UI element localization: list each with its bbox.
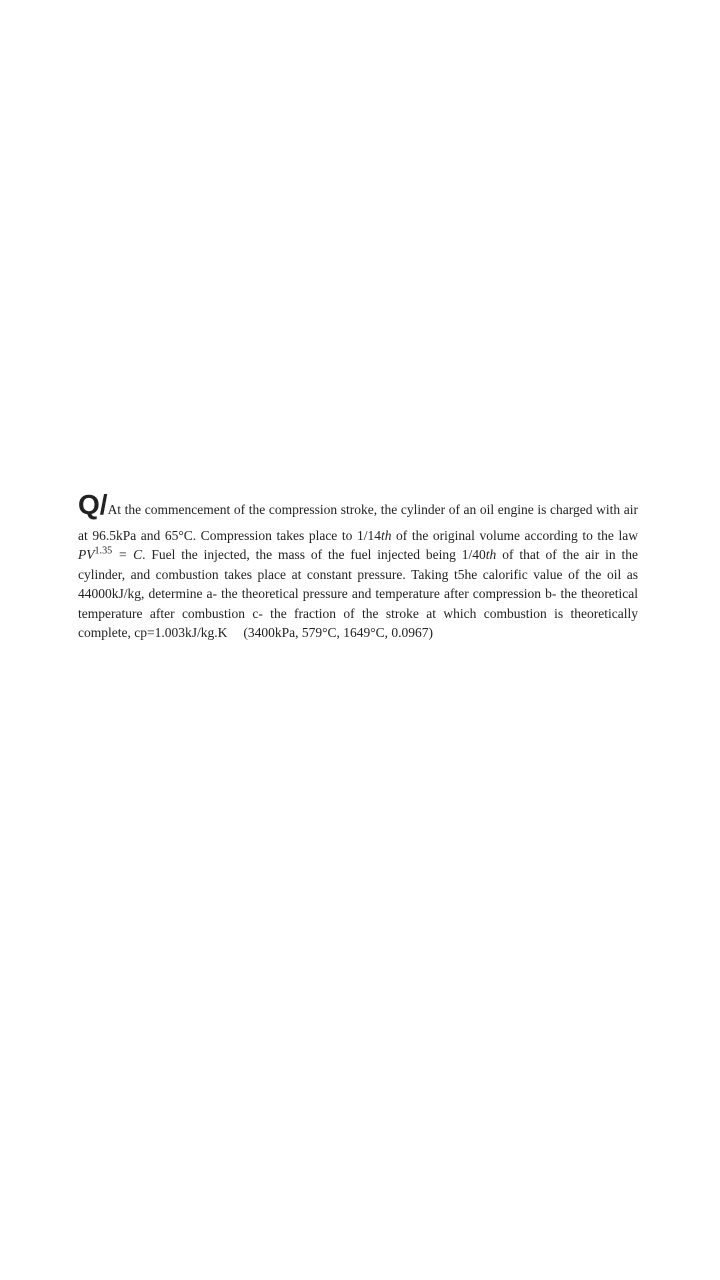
formula-pv: PV (78, 547, 95, 562)
question-label: Q/ (78, 489, 108, 520)
question-text-3: . Fuel the injected, the mass of the fue… (142, 547, 486, 562)
formula-exponent: 1.35 (95, 546, 113, 557)
question-block: Q/At the commencement of the compression… (78, 485, 638, 643)
th-suffix-1: th (381, 528, 392, 543)
question-text-2: of the original volume according to the … (391, 528, 638, 543)
th-suffix-2: th (486, 547, 497, 562)
formula-eq: = C (112, 547, 142, 562)
question-body: Q/At the commencement of the compression… (78, 485, 638, 643)
answers-text: (3400kPa, 579°C, 1649°C, 0.0967) (243, 625, 433, 640)
